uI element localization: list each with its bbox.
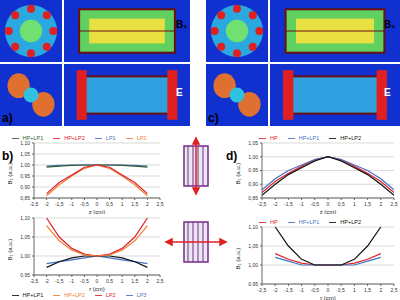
svg-text:1,05: 1,05 xyxy=(248,140,258,146)
svg-text:-2: -2 xyxy=(273,287,278,293)
html-text:HP+LP2: HP+LP2 xyxy=(64,135,85,141)
html-text:HP+LP1: HP+LP1 xyxy=(298,135,320,141)
svg-text:-1,5: -1,5 xyxy=(284,287,293,293)
svg-text:B₁: B₁ xyxy=(384,19,395,30)
svg-text:-2,5: -2,5 xyxy=(258,287,267,293)
svg-text:-0,5: -0,5 xyxy=(310,287,319,293)
svg-text:E: E xyxy=(384,87,391,98)
svg-text:0,95: 0,95 xyxy=(248,167,258,173)
svg-text:0,85: 0,85 xyxy=(248,195,258,201)
svg-text:2,5: 2,5 xyxy=(157,278,164,284)
html-text:LP2: LP2 xyxy=(105,292,116,298)
html-text:HP+LP2: HP+LP2 xyxy=(340,135,361,141)
svg-text:0,5: 0,5 xyxy=(338,287,345,293)
html-text:LP1: LP1 xyxy=(105,135,116,141)
svg-text:B₁: B₁ xyxy=(176,19,187,30)
svg-text:2: 2 xyxy=(379,201,382,207)
svg-text:-2,5: -2,5 xyxy=(30,201,39,207)
html-text:HP+LP1: HP+LP1 xyxy=(22,135,44,141)
html-text:HP+LP1: HP+LP1 xyxy=(22,292,44,298)
svg-text:-1: -1 xyxy=(70,278,75,284)
svg-text:0,95: 0,95 xyxy=(20,173,30,179)
svg-text:1,5: 1,5 xyxy=(131,201,138,207)
svg-text:0: 0 xyxy=(96,278,99,284)
svg-text:1,00: 1,00 xyxy=(248,154,258,160)
svg-text:0,95: 0,95 xyxy=(20,272,30,278)
svg-text:1,10: 1,10 xyxy=(20,140,30,146)
svg-text:1,5: 1,5 xyxy=(131,278,138,284)
html-text:LP2: LP2 xyxy=(136,135,147,141)
svg-text:2,5: 2,5 xyxy=(157,201,164,207)
html-text:LP3: LP3 xyxy=(136,292,147,298)
svg-text:b): b) xyxy=(2,149,13,163)
svg-text:-1: -1 xyxy=(299,201,304,207)
svg-text:0,85: 0,85 xyxy=(20,195,30,201)
html-text:HP+LP1: HP+LP1 xyxy=(298,219,320,225)
svg-text:0,90: 0,90 xyxy=(248,181,258,187)
svg-text:2: 2 xyxy=(379,287,382,293)
svg-text:z (cm): z (cm) xyxy=(89,209,106,214)
svg-text:-0,5: -0,5 xyxy=(80,278,89,284)
svg-text:0: 0 xyxy=(327,287,330,293)
svg-text:0,5: 0,5 xyxy=(106,201,113,207)
svg-text:d): d) xyxy=(226,149,237,163)
svg-text:-1,5: -1,5 xyxy=(55,278,64,284)
svg-text:1,05: 1,05 xyxy=(20,151,30,157)
svg-text:2,5: 2,5 xyxy=(391,201,398,207)
svg-text:2: 2 xyxy=(146,201,149,207)
html-text:HP: HP xyxy=(270,219,278,225)
svg-text:1: 1 xyxy=(121,201,124,207)
svg-text:-2: -2 xyxy=(273,201,278,207)
svg-text:0: 0 xyxy=(327,201,330,207)
html-text:HP+LP2: HP+LP2 xyxy=(64,292,85,298)
svg-text:1,05: 1,05 xyxy=(248,243,258,249)
svg-text:-0,5: -0,5 xyxy=(310,201,319,207)
svg-text:-2: -2 xyxy=(44,201,49,207)
svg-text:1,5: 1,5 xyxy=(364,287,371,293)
html-text:HP+LP2: HP+LP2 xyxy=(340,219,361,225)
svg-text:-1: -1 xyxy=(70,201,75,207)
svg-text:2,5: 2,5 xyxy=(391,287,398,293)
svg-text:1,00: 1,00 xyxy=(20,253,30,259)
svg-text:1: 1 xyxy=(353,201,356,207)
svg-text:-2,5: -2,5 xyxy=(30,278,39,284)
html-text:HP: HP xyxy=(270,135,278,141)
svg-text:r (cm): r (cm) xyxy=(320,295,336,300)
svg-text:2: 2 xyxy=(146,278,149,284)
svg-text:1: 1 xyxy=(121,278,124,284)
svg-text:0,90: 0,90 xyxy=(20,184,30,190)
svg-text:1,05: 1,05 xyxy=(20,234,30,240)
svg-text:0,5: 0,5 xyxy=(338,201,345,207)
svg-text:1: 1 xyxy=(353,287,356,293)
svg-text:0,95: 0,95 xyxy=(248,281,258,287)
svg-text:1,10: 1,10 xyxy=(248,224,258,230)
svg-text:c): c) xyxy=(208,111,219,125)
svg-text:-2,5: -2,5 xyxy=(258,201,267,207)
svg-text:B₁ (a.u.): B₁ (a.u.) xyxy=(8,163,13,185)
svg-text:-2: -2 xyxy=(44,278,49,284)
svg-text:E: E xyxy=(176,87,183,98)
svg-text:0: 0 xyxy=(96,201,99,207)
svg-text:1,00: 1,00 xyxy=(20,162,30,168)
svg-text:1,5: 1,5 xyxy=(364,201,371,207)
svg-text:-1,5: -1,5 xyxy=(284,201,293,207)
svg-text:-1: -1 xyxy=(299,287,304,293)
svg-text:B₁ (a.u.): B₁ (a.u.) xyxy=(8,239,13,261)
svg-text:r (cm): r (cm) xyxy=(89,286,105,292)
svg-text:z (cm): z (cm) xyxy=(320,209,337,214)
svg-text:B₁ (a.u.): B₁ (a.u.) xyxy=(236,163,241,185)
svg-text:0,5: 0,5 xyxy=(106,278,113,284)
svg-text:1,10: 1,10 xyxy=(20,216,30,221)
svg-text:-1,5: -1,5 xyxy=(55,201,64,207)
svg-text:-0,5: -0,5 xyxy=(80,201,89,207)
svg-text:a): a) xyxy=(2,111,13,125)
svg-text:1,00: 1,00 xyxy=(248,262,258,268)
svg-text:B₁ (a.u.): B₁ (a.u.) xyxy=(236,248,241,270)
